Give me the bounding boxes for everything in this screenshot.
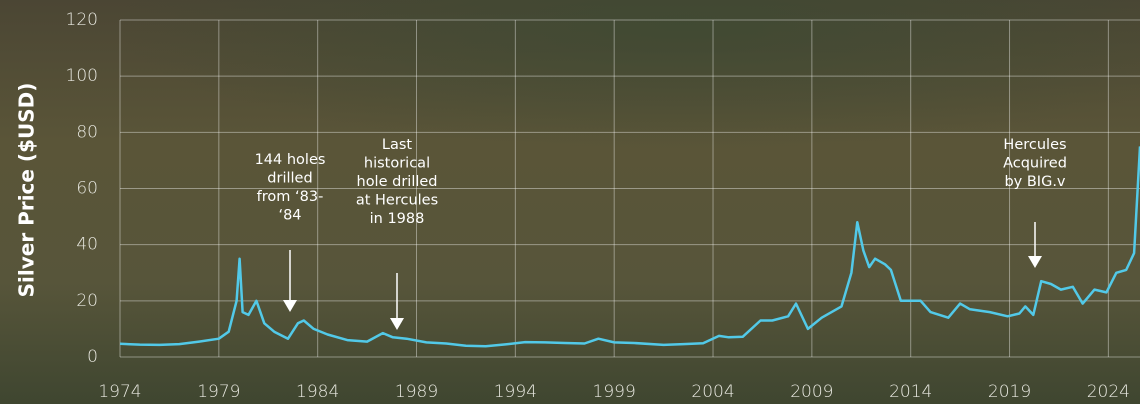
annotation-line: historical xyxy=(364,156,430,172)
x-tick-label: 1979 xyxy=(197,382,240,402)
annotation: Hercules Acquired by BIG.v xyxy=(1003,137,1067,190)
y-tick-label: 100 xyxy=(66,66,98,86)
annotation-arrowhead xyxy=(1028,256,1042,268)
x-tick-label: 1984 xyxy=(296,382,339,402)
x-tick-label: 2024 xyxy=(1087,382,1130,402)
annotation-line: Hercules xyxy=(1003,137,1066,153)
y-tick-label: 40 xyxy=(76,235,98,255)
y-tick-label: 120 xyxy=(66,10,98,30)
x-tick-label: 1999 xyxy=(593,382,636,402)
annotation-line: Last xyxy=(382,137,413,153)
annotation: Last historical hole drilled at Hercules in … xyxy=(356,137,438,227)
x-tick-label: 2009 xyxy=(790,382,833,402)
annotation-line: hole drilled xyxy=(357,174,438,190)
annotation-line: 144 holes xyxy=(255,152,326,168)
x-tick-label: 1989 xyxy=(395,382,438,402)
annotation-line: drilled xyxy=(267,171,312,187)
annotation-line: in 1988 xyxy=(370,211,425,227)
y-tick-label: 20 xyxy=(76,291,98,311)
annotation-line: at Hercules xyxy=(356,193,438,209)
annotation-line: by BIG.v xyxy=(1004,174,1065,190)
x-tick-label: 2014 xyxy=(889,382,932,402)
background-shade xyxy=(0,0,1140,250)
y-tick-label: 60 xyxy=(76,179,98,199)
annotation-line: Acquired xyxy=(1003,156,1067,172)
annotation-arrowhead xyxy=(283,300,297,312)
x-tick-label: 1994 xyxy=(494,382,537,402)
y-axis-label: Silver Price ($USD) xyxy=(15,83,39,298)
y-tick-label: 0 xyxy=(87,347,98,367)
annotation-line: from ‘83- xyxy=(257,189,324,205)
x-tick-label: 2019 xyxy=(988,382,1031,402)
y-tick-label: 80 xyxy=(76,122,98,142)
annotation-line: ‘84 xyxy=(278,208,301,224)
x-tick-label: 2004 xyxy=(691,382,734,402)
x-tick-label: 1974 xyxy=(98,382,141,402)
price-line xyxy=(119,146,1140,348)
annotation-arrowhead xyxy=(390,318,404,330)
annotation: 144 holes drilled from ‘83- ‘84 xyxy=(255,152,326,224)
